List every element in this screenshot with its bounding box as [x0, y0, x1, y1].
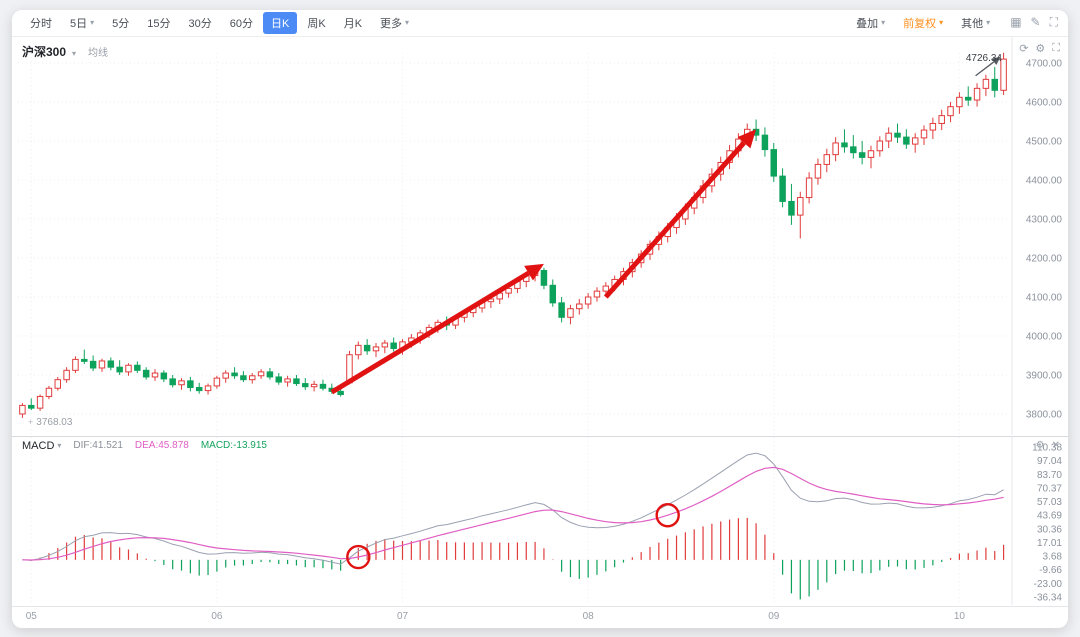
- tab-weekly-k[interactable]: 周K: [307, 17, 326, 30]
- chevron-down-icon: ▾: [881, 17, 886, 27]
- macd-panel: MACD ▾ DIF:41.521 DEA:45.878 MACD:-13.915…: [12, 435, 1068, 606]
- overlay-button[interactable]: 叠加 ▾: [856, 17, 886, 30]
- macd-value: MACD:-13.915: [200, 440, 267, 451]
- svg-text:4400.00: 4400.00: [1026, 175, 1063, 186]
- session-high-label: 4726.34: [965, 52, 1002, 64]
- tab-monthly-k[interactable]: 月K: [343, 17, 363, 30]
- indicator-selector[interactable]: MACD ▾: [22, 439, 62, 452]
- tab-daily-k[interactable]: 日K: [263, 11, 298, 34]
- time-axis: 05 06 07 08 09 10: [12, 605, 1068, 626]
- tab-30min[interactable]: 30分: [188, 17, 212, 30]
- candlestick-chart[interactable]: 4700.00 4600.00 4500.00 4400.00 4300.00 4200.…: [12, 36, 1068, 435]
- close-icon[interactable]: ✕: [1051, 439, 1060, 451]
- tab-fenshi[interactable]: 分时: [30, 17, 52, 30]
- session-low-label: + 3768.03: [28, 416, 73, 428]
- time-axis-label: 09: [768, 610, 780, 622]
- toolbar: 分时 5日 ▾ 5分 15分 30分 60分 日K 周K 月K 更多 ▾ 叠加 ▾ 前…: [12, 10, 1068, 36]
- tab-15min[interactable]: 15分: [147, 17, 171, 30]
- time-axis-label: 10: [953, 610, 965, 622]
- svg-text:4700.00: 4700.00: [1026, 58, 1063, 69]
- svg-text:97.04: 97.04: [1037, 456, 1062, 467]
- chevron-down-icon: ▾: [57, 440, 62, 450]
- symbol-name[interactable]: 沪深300: [22, 44, 67, 59]
- svg-text:-9.66: -9.66: [1039, 565, 1062, 576]
- svg-text:4500.00: 4500.00: [1026, 136, 1063, 147]
- svg-text:3900.00: 3900.00: [1026, 370, 1063, 381]
- tab-more[interactable]: 更多 ▾: [380, 17, 410, 30]
- chart-panel-icons: ⟳ ⚙ ⛶: [1019, 42, 1060, 55]
- svg-text:4100.00: 4100.00: [1026, 292, 1063, 303]
- time-axis-label: 05: [25, 610, 37, 622]
- svg-text:70.37: 70.37: [1037, 483, 1062, 494]
- tab-5min[interactable]: 5分: [112, 17, 130, 30]
- macd-header: MACD ▾ DIF:41.521 DEA:45.878 MACD:-13.915: [22, 440, 267, 452]
- chart-header: 沪深300 ▾ 均线: [22, 43, 108, 60]
- period-tabs: 分时 5日 ▾ 5分 15分 30分 60分 日K 周K 月K 更多 ▾: [22, 11, 417, 34]
- maximize-icon[interactable]: ⛶: [1052, 41, 1060, 54]
- time-axis-label: 08: [582, 610, 594, 622]
- svg-text:-23.00: -23.00: [1034, 578, 1063, 589]
- macd-panel-icons: ⚙ ✕: [1036, 440, 1060, 451]
- chevron-down-icon: ▾: [986, 17, 991, 27]
- chevron-down-icon: ▾: [72, 48, 77, 58]
- chevron-down-icon: ▾: [90, 17, 95, 27]
- svg-text:110.38: 110.38: [1032, 442, 1062, 453]
- dea-value: DEA:45.878: [134, 440, 189, 451]
- svg-text:17.01: 17.01: [1037, 537, 1062, 548]
- macd-indicator-chart[interactable]: 110.38 97.04 83.70 70.37 57.03 43.69 30.36 17.0…: [12, 436, 1068, 605]
- svg-text:30.36: 30.36: [1037, 524, 1062, 535]
- settings-gear-icon[interactable]: ⚙: [1035, 439, 1045, 451]
- layout-grid-icon[interactable]: ▦: [1010, 15, 1022, 29]
- svg-text:4000.00: 4000.00: [1026, 331, 1063, 342]
- main-chart-panel: 沪深300 ▾ 均线 ⟳ ⚙ ⛶ 4726.34 + 3768.03 4700.…: [12, 35, 1068, 436]
- svg-text:3.68: 3.68: [1043, 551, 1063, 562]
- fullscreen-icon[interactable]: ⛶: [1049, 15, 1058, 29]
- adjust-price-button[interactable]: 前复权 ▾: [903, 17, 944, 30]
- svg-text:3800.00: 3800.00: [1026, 409, 1063, 420]
- ma-indicator-label[interactable]: 均线: [88, 47, 109, 59]
- svg-text:43.69: 43.69: [1037, 510, 1062, 521]
- low-marker-icon: +: [28, 417, 34, 427]
- svg-text:83.70: 83.70: [1037, 469, 1062, 480]
- other-button[interactable]: 其他 ▾: [961, 17, 991, 30]
- time-axis-label: 07: [396, 610, 409, 622]
- settings-gear-icon[interactable]: ⚙: [1035, 42, 1046, 55]
- svg-text:4600.00: 4600.00: [1026, 97, 1063, 108]
- chevron-down-icon: ▾: [405, 17, 410, 27]
- toolbar-icons: ▦ ✎ ⛶: [1010, 15, 1058, 30]
- chevron-down-icon: ▾: [939, 17, 944, 27]
- svg-text:57.03: 57.03: [1037, 497, 1062, 508]
- dif-value: DIF:41.521: [73, 440, 123, 451]
- svg-text:-36.34: -36.34: [1034, 592, 1063, 603]
- draw-pencil-icon[interactable]: ✎: [1030, 15, 1041, 29]
- svg-text:4200.00: 4200.00: [1026, 253, 1063, 264]
- tab-60min[interactable]: 60分: [229, 17, 254, 30]
- chart-window: 分时 5日 ▾ 5分 15分 30分 60分 日K 周K 月K 更多 ▾ 叠加 ▾ 前…: [12, 9, 1068, 628]
- tab-5day[interactable]: 5日 ▾: [70, 17, 95, 30]
- time-axis-label: 06: [211, 610, 223, 622]
- refresh-icon[interactable]: ⟳: [1019, 42, 1029, 55]
- svg-text:4300.00: 4300.00: [1026, 214, 1063, 225]
- toolbar-right: 叠加 ▾ 前复权 ▾ 其他 ▾ ▦ ✎ ⛶: [848, 12, 1058, 34]
